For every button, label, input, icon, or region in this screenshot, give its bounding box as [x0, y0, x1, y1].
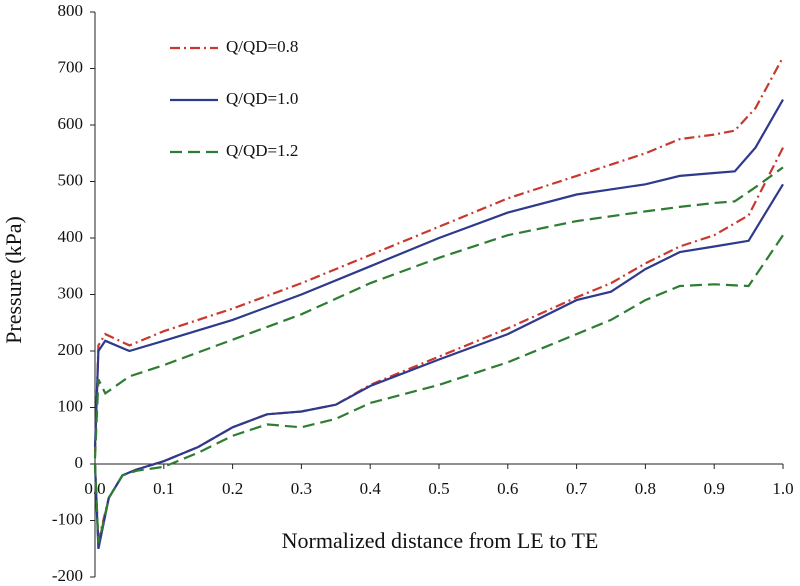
y-tick-label: 300 — [58, 283, 84, 302]
x-tick-label: 0.1 — [153, 479, 174, 498]
y-tick-label: 0 — [75, 453, 84, 472]
y-tick-label: 200 — [58, 340, 84, 359]
x-tick-label: 1.0 — [772, 479, 793, 498]
x-axis-title: Normalized distance from LE to TE — [282, 528, 599, 553]
x-tick-label: 0.3 — [291, 479, 312, 498]
y-tick-label: 800 — [58, 1, 84, 20]
y-tick-label: 500 — [58, 170, 84, 189]
y-tick-label: 600 — [58, 114, 84, 133]
series-line — [93, 99, 784, 550]
y-axis-title: Pressure (kPa) — [1, 216, 26, 344]
legend-label: Q/QD=1.0 — [226, 89, 298, 108]
y-tick-label: 100 — [58, 396, 84, 415]
legend-label: Q/QD=0.8 — [226, 37, 298, 56]
x-tick-label: 0.4 — [360, 479, 382, 498]
x-tick-label: 0.2 — [222, 479, 243, 498]
series-line — [93, 166, 784, 544]
y-tick-label: 400 — [58, 227, 84, 246]
y-tick-label: -200 — [52, 566, 83, 585]
y-tick-label: 700 — [58, 57, 84, 76]
x-tick-label: 0.6 — [497, 479, 518, 498]
x-tick-label: 0.9 — [704, 479, 725, 498]
x-tick-label: 0.8 — [635, 479, 656, 498]
y-tick-label: -100 — [52, 509, 83, 528]
legend-label: Q/QD=1.2 — [226, 141, 298, 160]
x-tick-label: 0.5 — [428, 479, 449, 498]
x-tick-label: 0.7 — [566, 479, 588, 498]
series-line — [93, 56, 784, 544]
